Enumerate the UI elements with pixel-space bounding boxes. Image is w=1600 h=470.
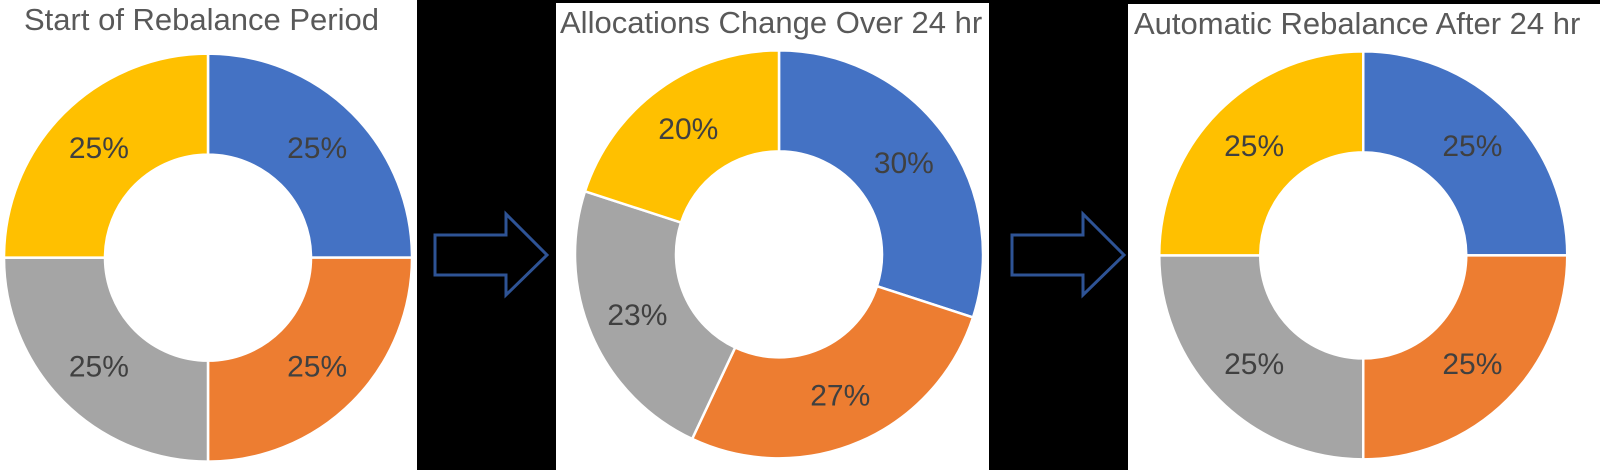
svg-text:20%: 20% (658, 113, 718, 146)
svg-text:25%: 25% (1224, 348, 1284, 381)
svg-text:23%: 23% (607, 299, 667, 332)
svg-text:27%: 27% (810, 379, 870, 412)
svg-text:30%: 30% (874, 147, 934, 180)
svg-text:25%: 25% (69, 350, 129, 383)
svg-text:25%: 25% (1224, 130, 1284, 163)
svg-text:25%: 25% (287, 132, 347, 165)
svg-text:25%: 25% (1442, 130, 1502, 163)
svg-text:25%: 25% (69, 132, 129, 165)
svg-text:25%: 25% (1442, 348, 1502, 381)
svg-text:25%: 25% (287, 350, 347, 383)
